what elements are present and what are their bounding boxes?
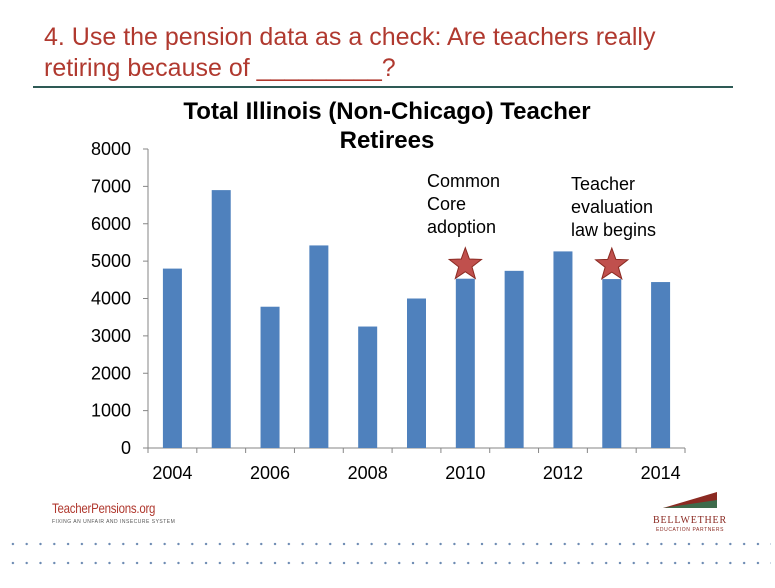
bar-2014: [651, 282, 671, 448]
star-marker-icon: [594, 246, 630, 280]
title-divider: [33, 86, 733, 88]
y-tick-label: 3000: [91, 326, 131, 346]
chart-title: Total Illinois (Non-Chicago) Teacher Ret…: [183, 98, 591, 154]
bellwether-logo: BELLWETHER EDUCATION PARTNERS: [642, 490, 738, 533]
bar-2005: [211, 190, 231, 449]
bar-2004: [162, 268, 182, 448]
bar-2013: [602, 279, 622, 448]
bar-2007: [309, 245, 329, 448]
y-tick-label: 2000: [91, 363, 131, 383]
y-tick-label: 7000: [91, 176, 131, 196]
teacherpensions-tagline: FIXING AN UNFAIR AND INSECURE SYSTEM: [52, 519, 176, 525]
bellwether-tagline: EDUCATION PARTNERS: [655, 527, 725, 533]
y-tick-label: 1000: [91, 401, 131, 421]
bar-2012: [553, 251, 573, 448]
star-marker-icon: [447, 246, 483, 280]
x-tick-label: 2012: [543, 463, 583, 483]
bellwether-mark-icon: [663, 492, 717, 508]
annotation-common-core: Common Core adoption: [427, 171, 501, 237]
y-tick-label: 4000: [91, 289, 131, 309]
bar-2011: [504, 270, 524, 448]
y-tick-label: 0: [121, 438, 131, 458]
bar-2008: [358, 326, 378, 448]
bar-2006: [260, 306, 280, 448]
bar-2010: [455, 278, 475, 448]
teacherpensions-logo: TeacherPensions.org FIXING AN UNFAIR AND…: [52, 500, 182, 525]
decorative-dot-row: [6, 542, 771, 546]
x-tick-label: 2010: [445, 463, 485, 483]
x-tick-label: 2004: [152, 463, 192, 483]
x-tick-label: 2014: [641, 463, 681, 483]
bellwether-logo-name: BELLWETHER: [653, 515, 727, 526]
slide-title: 4. Use the pension data as a check: Are …: [44, 23, 656, 82]
x-tick-label: 2006: [250, 463, 290, 483]
teacherpensions-logo-name: TeacherPensions.org: [52, 500, 156, 516]
annotation-teacher-evaluation: Teacher evaluation law begins: [571, 174, 657, 240]
decorative-dot-row: [6, 561, 771, 565]
x-tick-label: 2008: [348, 463, 388, 483]
bar-2009: [407, 298, 426, 448]
y-tick-label: 6000: [91, 214, 131, 234]
bar-chart: 0 1000 2000 3000 4000 5000 6000 7000 8000 2004 200…: [91, 139, 686, 483]
y-tick-label: 5000: [91, 251, 131, 271]
y-tick-label: 8000: [91, 139, 131, 159]
